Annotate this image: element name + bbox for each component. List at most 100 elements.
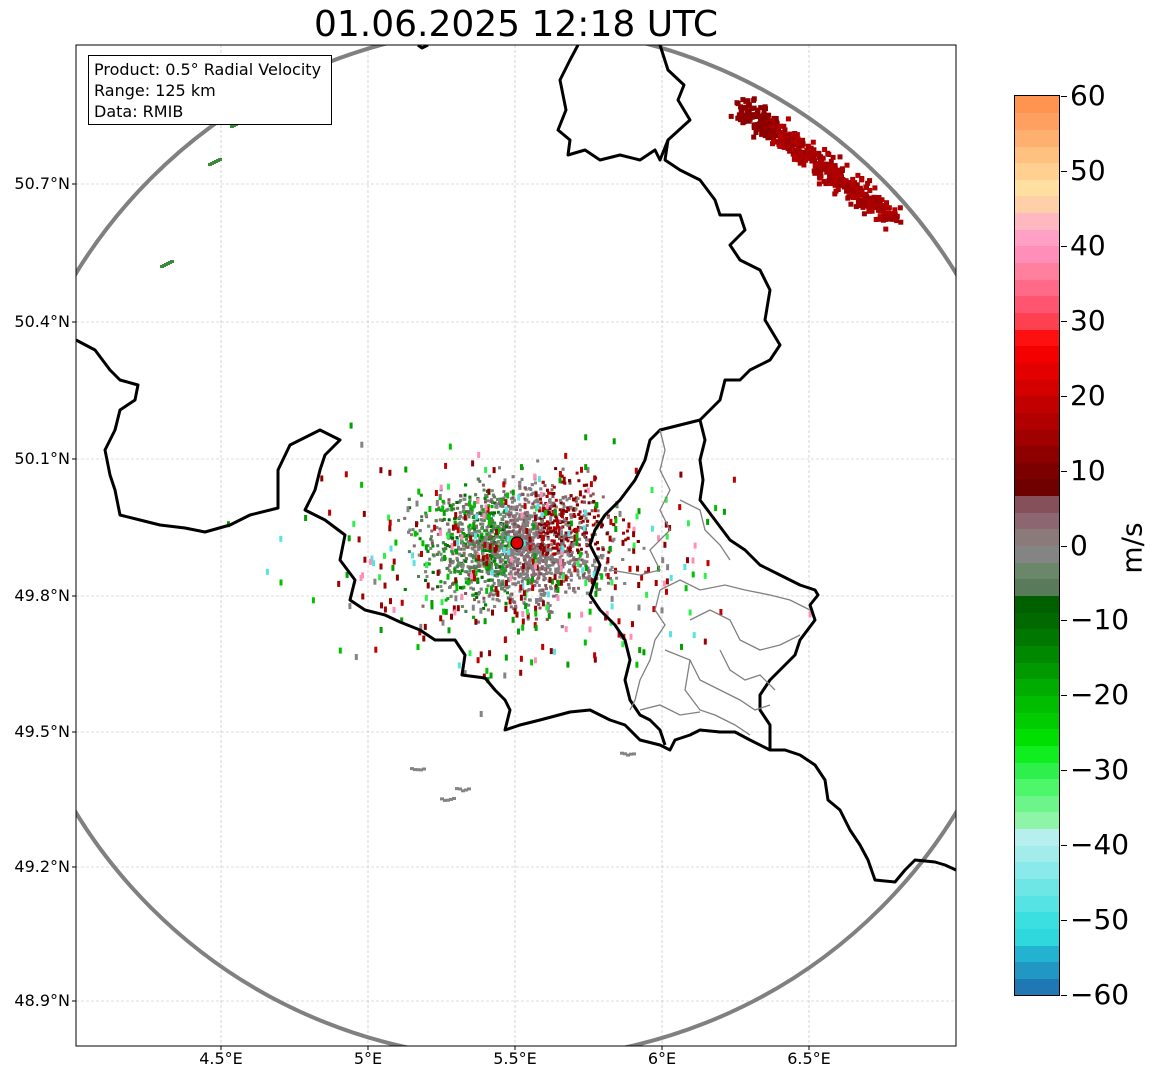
echo-pixel bbox=[507, 585, 511, 589]
echo-pixel bbox=[506, 504, 510, 508]
echo-pixel bbox=[467, 530, 471, 534]
echo-speck bbox=[503, 672, 507, 679]
echo-pixel bbox=[455, 565, 459, 569]
echo-pixel bbox=[554, 467, 558, 471]
echo-speck bbox=[455, 585, 459, 591]
echo-speck bbox=[372, 560, 375, 567]
echo-pixel bbox=[511, 530, 515, 534]
echo-pixel bbox=[491, 547, 495, 551]
echo-pixel bbox=[611, 539, 615, 543]
echo-speck bbox=[447, 528, 451, 535]
echo-pixel bbox=[472, 519, 476, 523]
echo-speck bbox=[567, 531, 571, 537]
echo-speck bbox=[559, 566, 563, 572]
storm-cell-pixel bbox=[743, 98, 749, 104]
echo-speck bbox=[338, 647, 342, 654]
colorbar-tick-label: 50 bbox=[1070, 153, 1106, 187]
echo-speck bbox=[584, 434, 588, 441]
echo-pixel bbox=[573, 590, 577, 594]
echo-pixel bbox=[527, 500, 531, 504]
echo-pixel bbox=[545, 571, 549, 575]
echo-pixel bbox=[448, 559, 452, 563]
colorbar-segment bbox=[1015, 695, 1059, 713]
echo-speck bbox=[608, 535, 612, 542]
colorbar bbox=[1014, 95, 1060, 996]
storm-cell-pixel bbox=[838, 177, 844, 183]
echo-pixel bbox=[526, 568, 529, 572]
echo-speck bbox=[553, 509, 557, 516]
echo-speck bbox=[520, 512, 524, 519]
echo-speck bbox=[566, 661, 570, 668]
colorbar-tick bbox=[1061, 620, 1067, 622]
echo-pixel bbox=[485, 543, 489, 547]
echo-speck bbox=[477, 554, 481, 561]
storm-cell-pixel bbox=[792, 154, 798, 160]
echo-speck bbox=[521, 618, 525, 625]
echo-pixel bbox=[491, 493, 495, 497]
echo-pixel bbox=[543, 544, 547, 548]
echo-speck bbox=[547, 613, 551, 620]
echo-pixel bbox=[556, 558, 560, 562]
echo-pixel bbox=[478, 511, 482, 515]
storm-cell-pixel bbox=[866, 208, 872, 214]
echo-speck bbox=[360, 441, 364, 448]
echo-speck bbox=[363, 556, 367, 563]
echo-speck bbox=[555, 544, 559, 550]
echo-pixel bbox=[503, 515, 507, 518]
echo-pixel bbox=[504, 574, 508, 578]
echo-pixel bbox=[550, 543, 554, 546]
storm-cell-pixel bbox=[855, 194, 861, 200]
echo-speck bbox=[454, 523, 458, 530]
storm-cell-pixel bbox=[857, 185, 863, 191]
echo-pixel bbox=[536, 459, 540, 463]
echo-speck bbox=[525, 528, 529, 534]
echo-pixel bbox=[438, 497, 442, 501]
storm-cell-pixel bbox=[800, 137, 806, 143]
storm-cell-pixel bbox=[751, 122, 757, 128]
storm-cell-pixel bbox=[875, 197, 881, 203]
echo-pixel bbox=[436, 585, 439, 589]
echo-pixel bbox=[487, 557, 491, 561]
echo-pixel bbox=[417, 575, 420, 578]
echo-pixel bbox=[510, 500, 514, 504]
echo-speck bbox=[456, 605, 460, 612]
echo-pixel bbox=[463, 493, 467, 497]
echo-pixel bbox=[464, 510, 468, 514]
echo-pixel bbox=[501, 558, 505, 562]
info-box: Product: 0.5° Radial Velocity Range: 125… bbox=[88, 55, 332, 125]
colorbar-segment bbox=[1015, 262, 1059, 280]
echo-speck bbox=[425, 562, 429, 569]
echo-pixel bbox=[553, 519, 557, 523]
echo-pixel bbox=[539, 501, 543, 505]
echo-speck bbox=[454, 512, 458, 519]
echo-pixel bbox=[411, 528, 415, 532]
echo-speck bbox=[484, 563, 488, 570]
echo-pixel bbox=[522, 601, 526, 605]
storm-cell-pixel bbox=[765, 112, 771, 118]
echo-pixel bbox=[524, 545, 527, 549]
echo-pixel bbox=[447, 498, 451, 502]
echo-pixel bbox=[584, 516, 588, 520]
echo-pixel bbox=[476, 548, 480, 551]
echo-pixel bbox=[527, 603, 531, 607]
echo-pixel bbox=[540, 540, 544, 544]
echo-speck bbox=[443, 555, 447, 561]
echo-pixel bbox=[500, 538, 504, 542]
storm-cell-pixel bbox=[850, 187, 856, 193]
echo-pixel bbox=[431, 553, 435, 557]
storm-cell-pixel bbox=[773, 124, 779, 130]
echo-speck bbox=[451, 524, 455, 531]
echo-pixel bbox=[498, 535, 502, 539]
echo-pixel bbox=[493, 523, 497, 527]
echo-pixel bbox=[459, 586, 463, 590]
echo-pixel bbox=[549, 526, 552, 530]
storm-cell-pixel bbox=[838, 170, 844, 176]
echo-pixel bbox=[476, 577, 480, 581]
echo-pixel bbox=[493, 542, 497, 546]
echo-pixel bbox=[523, 520, 526, 524]
echo-speck bbox=[808, 611, 812, 618]
echo-speck bbox=[485, 553, 489, 560]
echo-pixel bbox=[477, 600, 481, 604]
echo-pixel bbox=[462, 554, 466, 558]
echo-pixel bbox=[548, 500, 552, 504]
